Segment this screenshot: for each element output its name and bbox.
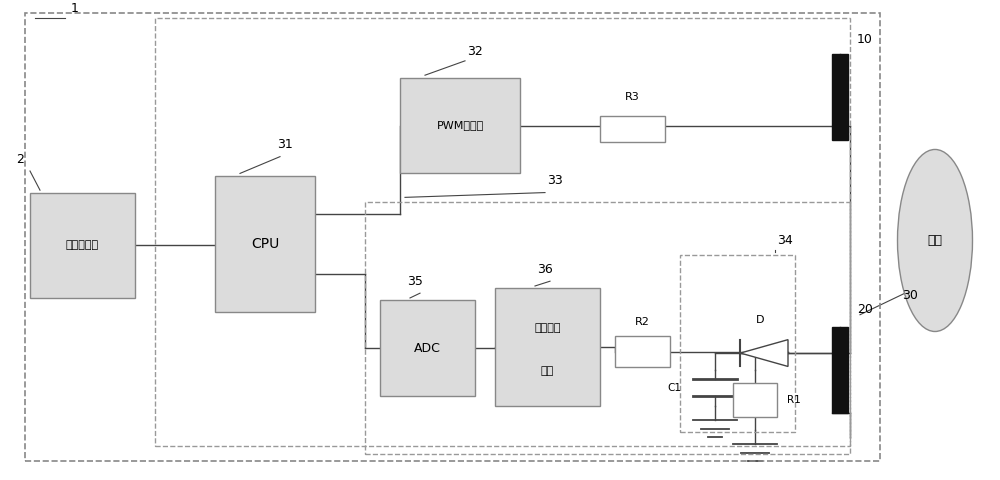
Text: PWM发生器: PWM发生器 (436, 120, 484, 131)
Bar (215, 176, 315, 312)
Text: 34: 34 (777, 234, 793, 247)
Text: 前置摄像头: 前置摄像头 (66, 240, 99, 250)
Text: R1: R1 (787, 395, 801, 405)
Text: 36: 36 (537, 263, 553, 276)
Text: 31: 31 (277, 138, 293, 151)
Bar (600, 116, 665, 142)
Bar (615, 336, 670, 367)
Bar (365, 202, 850, 454)
Text: 20: 20 (857, 303, 873, 316)
Polygon shape (740, 340, 788, 366)
Bar (495, 288, 600, 406)
Text: D: D (756, 315, 764, 325)
Text: ADC: ADC (414, 342, 441, 355)
Text: 1: 1 (71, 1, 79, 15)
Text: 10: 10 (857, 33, 873, 46)
Bar (380, 300, 475, 396)
Text: 30: 30 (902, 289, 918, 302)
Text: R3: R3 (625, 92, 640, 102)
Bar (400, 78, 520, 173)
Bar (733, 383, 777, 417)
Text: 皮肤: 皮肤 (928, 234, 942, 247)
Text: 32: 32 (467, 45, 483, 58)
Ellipse shape (898, 149, 972, 332)
Text: 信号放大: 信号放大 (534, 323, 561, 333)
Bar (680, 255, 795, 432)
Bar (30, 192, 135, 298)
Text: 单元: 单元 (541, 366, 554, 376)
Bar (25, 13, 880, 461)
Text: 2: 2 (16, 153, 24, 166)
Bar (832, 327, 848, 413)
Text: C1: C1 (667, 383, 681, 393)
Bar (155, 18, 850, 446)
Text: 33: 33 (547, 174, 563, 187)
Text: R2: R2 (635, 317, 650, 327)
Text: CPU: CPU (251, 237, 279, 251)
Bar (832, 54, 848, 140)
Text: 35: 35 (407, 275, 423, 288)
